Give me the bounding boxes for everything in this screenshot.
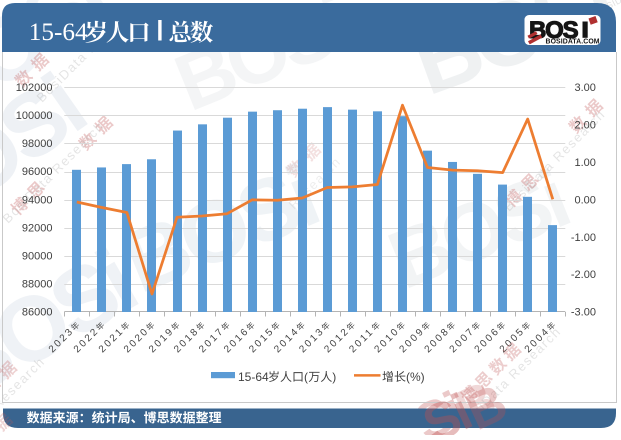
svg-text:): ) bbox=[332, 370, 336, 384]
svg-text:(%): (%) bbox=[406, 370, 425, 384]
svg-text:15-64: 15-64 bbox=[29, 19, 88, 46]
svg-text:88000: 88000 bbox=[22, 279, 53, 291]
svg-text:-1.00: -1.00 bbox=[571, 232, 596, 244]
svg-text:92000: 92000 bbox=[22, 222, 53, 234]
svg-text:100000: 100000 bbox=[16, 110, 53, 122]
svg-text:(: ( bbox=[304, 370, 308, 384]
svg-text:90000: 90000 bbox=[22, 251, 53, 263]
svg-text:86000: 86000 bbox=[22, 307, 53, 319]
svg-text:96000: 96000 bbox=[22, 166, 53, 178]
svg-text:-3.00: -3.00 bbox=[571, 307, 596, 319]
svg-text:94000: 94000 bbox=[22, 194, 53, 206]
svg-text:1.00: 1.00 bbox=[575, 157, 596, 169]
svg-text:BOSIDATA.COM: BOSIDATA.COM bbox=[546, 38, 600, 45]
svg-text:102000: 102000 bbox=[16, 82, 53, 94]
svg-text:3.00: 3.00 bbox=[575, 82, 596, 94]
svg-text:-2.00: -2.00 bbox=[571, 269, 596, 281]
svg-text:0.00: 0.00 bbox=[575, 194, 596, 206]
svg-text:98000: 98000 bbox=[22, 138, 53, 150]
svg-text:15-64: 15-64 bbox=[238, 370, 269, 384]
svg-text:2.00: 2.00 bbox=[575, 119, 596, 131]
